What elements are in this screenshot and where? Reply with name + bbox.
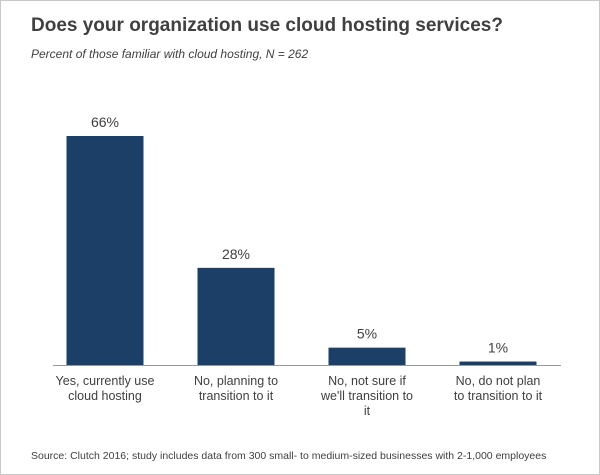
category-label: No, not sure if we'll transition to it [320, 374, 413, 418]
data-label: 66% [91, 114, 119, 130]
bar [328, 347, 406, 365]
category-label: Yes, currently use cloud hosting [56, 374, 155, 403]
category-label: No, planning to transition to it [194, 374, 278, 403]
bar [66, 136, 144, 365]
source-note: Source: Clutch 2016; study includes data… [31, 450, 547, 462]
data-label: 28% [222, 246, 250, 262]
data-label: 5% [357, 326, 377, 342]
chart-title: Does your organization use cloud hosting… [31, 15, 503, 36]
bar [459, 361, 537, 365]
chart-subtitle: Percent of those familiar with cloud hos… [31, 47, 309, 61]
bar-chart: 66% Yes, currently use cloud hosting 28% No,… [53, 114, 561, 418]
bar [197, 267, 275, 365]
category-label: No, do not plan to transition to it [454, 374, 543, 403]
data-label: 1% [488, 340, 508, 356]
